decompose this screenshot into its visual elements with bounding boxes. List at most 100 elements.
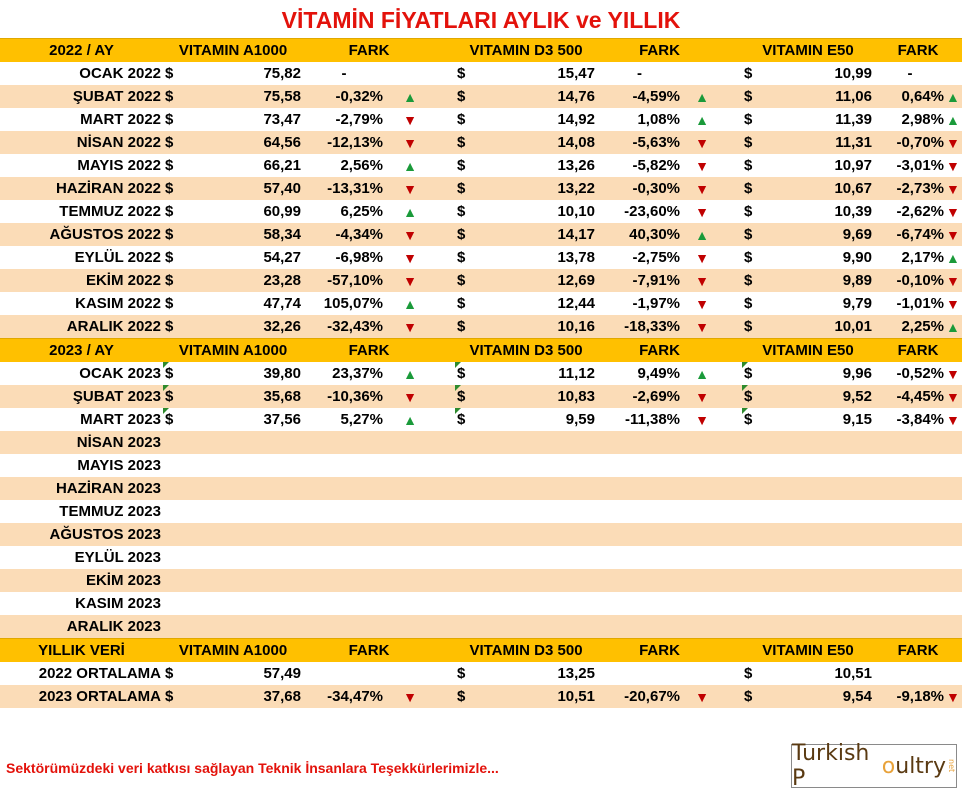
down-arrow-icon: ▼ bbox=[946, 688, 960, 705]
currency-symbol: $ bbox=[744, 111, 753, 128]
down-arrow-icon: ▼ bbox=[695, 134, 709, 151]
change-percent: - bbox=[597, 62, 682, 85]
spacer-cell bbox=[722, 592, 742, 615]
change-percent: -3,01% bbox=[874, 154, 944, 177]
currency-cell: $ bbox=[163, 385, 185, 408]
change-percent: 40,30% bbox=[597, 223, 682, 246]
currency-cell bbox=[742, 592, 764, 615]
header-cell: VITAMIN D3 500 bbox=[455, 338, 597, 362]
currency-symbol: $ bbox=[744, 134, 753, 151]
price-value bbox=[185, 477, 303, 500]
currency-symbol: $ bbox=[165, 249, 174, 266]
spacer-cell bbox=[722, 685, 742, 708]
change-percent: -13,31% bbox=[303, 177, 385, 200]
price-value bbox=[477, 477, 597, 500]
spacer-cell bbox=[722, 638, 742, 662]
currency-cell: $ bbox=[742, 223, 764, 246]
spacer-cell bbox=[722, 500, 742, 523]
trend-arrow-cell bbox=[385, 569, 435, 592]
month-label: AĞUSTOS 2022 bbox=[0, 223, 163, 246]
down-arrow-icon: ▼ bbox=[403, 226, 417, 243]
price-value: 57,40 bbox=[185, 177, 303, 200]
header-cell: FARK bbox=[303, 338, 435, 362]
currency-symbol: $ bbox=[744, 65, 753, 82]
currency-symbol: $ bbox=[165, 411, 174, 428]
currency-symbol: $ bbox=[457, 111, 466, 128]
spacer-cell bbox=[722, 223, 742, 246]
currency-symbol: $ bbox=[457, 134, 466, 151]
price-value: 58,34 bbox=[185, 223, 303, 246]
table-row: NİSAN 2023 bbox=[0, 431, 962, 454]
trend-arrow-cell bbox=[682, 454, 722, 477]
trend-arrow-cell bbox=[682, 62, 722, 85]
change-percent bbox=[597, 523, 682, 546]
table-row: TEMMUZ 2023 bbox=[0, 500, 962, 523]
month-label: MART 2023 bbox=[0, 408, 163, 431]
trend-arrow-cell: ▼ bbox=[944, 292, 962, 315]
change-percent: -0,70% bbox=[874, 131, 944, 154]
page-title: VİTAMİN FİYATLARI AYLIK ve YILLIK bbox=[281, 7, 681, 33]
down-arrow-icon: ▼ bbox=[946, 157, 960, 174]
table-row: ŞUBAT 2022 $75,58 -0,32% ▲ $14,76 -4,59% ▲ $11,… bbox=[0, 85, 962, 108]
change-percent bbox=[303, 569, 385, 592]
trend-arrow-cell bbox=[385, 615, 435, 639]
header-cell: FARK bbox=[303, 638, 435, 662]
up-arrow-icon: ▲ bbox=[695, 111, 709, 128]
spacer-cell bbox=[722, 338, 742, 362]
price-value: 35,68 bbox=[185, 385, 303, 408]
currency-cell: $ bbox=[455, 246, 477, 269]
spacer-cell bbox=[435, 246, 455, 269]
currency-cell bbox=[455, 500, 477, 523]
trend-arrow-cell bbox=[385, 662, 435, 685]
price-value: 60,99 bbox=[185, 200, 303, 223]
price-value: 23,28 bbox=[185, 269, 303, 292]
spacer-cell bbox=[435, 500, 455, 523]
change-percent: -7,91% bbox=[597, 269, 682, 292]
price-value: 13,78 bbox=[477, 246, 597, 269]
vitamin-price-table: 2022 / AY VITAMIN A1000 FARK VITAMIN D3 500… bbox=[0, 38, 962, 708]
trend-arrow-cell: ▼ bbox=[385, 177, 435, 200]
currency-cell bbox=[742, 546, 764, 569]
table-row: AĞUSTOS 2022 $58,34 -4,34% ▼ $14,17 40,30% ▲ $9… bbox=[0, 223, 962, 246]
currency-cell: $ bbox=[455, 685, 477, 708]
up-arrow-icon: ▲ bbox=[403, 157, 417, 174]
trend-arrow-cell: ▼ bbox=[682, 131, 722, 154]
currency-symbol: $ bbox=[744, 388, 753, 405]
trend-arrow-cell: ▼ bbox=[944, 385, 962, 408]
table-row: MART 2023 $37,56 5,27% ▲ $9,59 -11,38% ▼ $9,15-… bbox=[0, 408, 962, 431]
spacer-cell bbox=[722, 523, 742, 546]
price-value: 9,69 bbox=[764, 223, 874, 246]
trend-arrow-cell bbox=[682, 662, 722, 685]
currency-cell: $ bbox=[455, 62, 477, 85]
trend-arrow-cell: ▼ bbox=[944, 362, 962, 385]
currency-cell: $ bbox=[163, 246, 185, 269]
currency-symbol: $ bbox=[744, 318, 753, 335]
currency-cell bbox=[455, 477, 477, 500]
trend-arrow-cell: ▼ bbox=[682, 315, 722, 339]
price-value: 37,68 bbox=[185, 685, 303, 708]
cell-comment-marker bbox=[742, 408, 748, 414]
price-value: 10,83 bbox=[477, 385, 597, 408]
price-value: 10,97 bbox=[764, 154, 874, 177]
spacer-cell bbox=[435, 408, 455, 431]
change-percent bbox=[874, 615, 944, 639]
price-value: 10,51 bbox=[764, 662, 874, 685]
change-percent: -0,52% bbox=[874, 362, 944, 385]
currency-symbol: $ bbox=[457, 180, 466, 197]
trend-arrow-cell: ▲ bbox=[385, 362, 435, 385]
change-percent bbox=[303, 523, 385, 546]
currency-cell bbox=[742, 454, 764, 477]
price-value bbox=[477, 546, 597, 569]
down-arrow-icon: ▼ bbox=[946, 180, 960, 197]
cell-comment-marker bbox=[455, 385, 461, 391]
change-percent bbox=[597, 615, 682, 639]
table-row: EKİM 2023 bbox=[0, 569, 962, 592]
price-value: 12,44 bbox=[477, 292, 597, 315]
spacer-cell bbox=[722, 546, 742, 569]
price-value: 9,96 bbox=[764, 362, 874, 385]
change-percent: -23,60% bbox=[597, 200, 682, 223]
down-arrow-icon: ▼ bbox=[946, 134, 960, 151]
currency-symbol: $ bbox=[165, 388, 174, 405]
header-cell: 2022 / AY bbox=[0, 38, 163, 62]
down-arrow-icon: ▼ bbox=[946, 388, 960, 405]
